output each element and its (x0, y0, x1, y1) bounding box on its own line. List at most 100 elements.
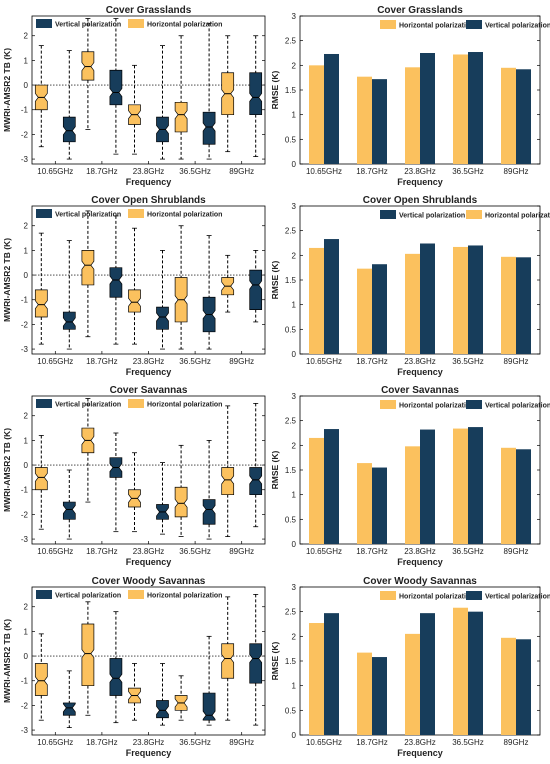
box-body (249, 467, 263, 496)
box-vertical (109, 215, 123, 345)
legend-label: Vertical polarization (485, 23, 550, 30)
y-tick-label: 1 (24, 246, 29, 255)
x-tick-label: 18.7GHz (86, 547, 118, 556)
y-tick-label: -2 (21, 701, 29, 710)
y-tick-label: 0.5 (285, 706, 297, 715)
box-vertical (62, 469, 76, 540)
bar-vertical (372, 264, 387, 354)
box-horizontal (174, 35, 188, 160)
legend-swatch (380, 591, 396, 600)
y-tick-label: 2 (292, 441, 297, 450)
legend-label: Vertical polarization (55, 212, 121, 219)
bar-horizontal (501, 67, 516, 164)
x-tick-label: 89GHz (229, 738, 254, 747)
y-tick-label: 0 (292, 540, 297, 549)
y-tick-label: 1 (292, 301, 297, 310)
box-body (62, 702, 76, 716)
legend-label: Vertical polarization (55, 593, 121, 600)
box-horizontal (34, 232, 48, 345)
legend: Vertical polarization Horizontal polariza… (380, 210, 550, 220)
legend-label: Vertical polarization (485, 403, 550, 410)
x-tick-label: 10.65GHz (306, 167, 342, 176)
chart-7: Cover Woody Savannas -3 -2 -1 0 1 2 MWRI-AMSR2 … (2, 576, 266, 758)
box-body (109, 69, 123, 106)
legend-swatch (466, 591, 482, 600)
bar-horizontal (453, 246, 468, 354)
box-vertical (62, 670, 76, 728)
x-tick-label: 89GHz (504, 738, 529, 747)
x-tick-label: 18.7GHz (86, 167, 118, 176)
box-body (128, 289, 141, 313)
bar-vertical (516, 257, 531, 354)
legend: Horizontal polarization Vertical polariza… (380, 20, 550, 30)
box-vertical (109, 18, 123, 155)
box-body (62, 311, 76, 330)
bar-horizontal (501, 637, 516, 735)
x-tick-label: 10.65GHz (306, 547, 342, 556)
chart-title: Cover Grasslands (106, 5, 192, 16)
box-horizontal (81, 18, 95, 130)
legend: Horizontal polarization Vertical polariza… (380, 591, 550, 601)
legend-swatch (466, 20, 482, 29)
box-body (174, 486, 188, 518)
legend-label: Horizontal polarization (399, 403, 474, 410)
legend-label: Horizontal polarization (485, 213, 550, 220)
box-body (81, 51, 95, 81)
y-axis-label: RMSE (K) (270, 641, 280, 680)
legend-label: Vertical polarization (55, 402, 121, 409)
y-axis-label: MWRI-AMSR2 TB (K) (2, 238, 12, 322)
legend-label: Horizontal polarization (147, 402, 222, 409)
bar-horizontal (453, 607, 468, 735)
x-tick-label: 89GHz (229, 547, 254, 556)
legend-label: Horizontal polarization (147, 593, 222, 600)
chart-2: Cover Grasslands 0 0.5 1 1.5 2 2.5 3 RMSE (K) 10.… (270, 5, 550, 187)
legend-label: Horizontal polarization (147, 212, 222, 219)
box-body (81, 623, 95, 687)
box-body (174, 101, 188, 133)
legend-swatch (128, 399, 144, 408)
box-vertical (249, 402, 263, 528)
legend-swatch (128, 19, 144, 28)
box-body (109, 658, 123, 696)
legend-label: Horizontal polarization (147, 22, 222, 29)
chart-title: Cover Woody Savannas (92, 576, 206, 587)
bar-horizontal (405, 67, 420, 164)
bar-vertical (420, 429, 435, 544)
bar-horizontal (405, 446, 420, 544)
x-axis-label: Frequency (397, 748, 443, 758)
y-tick-label: 1.5 (285, 657, 297, 666)
x-tick-label: 18.7GHz (356, 357, 388, 366)
y-tick-label: 2 (292, 632, 297, 641)
chart-title: Cover Savannas (110, 385, 188, 396)
chart-title: Cover Open Shrublands (91, 195, 206, 206)
box-body (62, 501, 76, 520)
legend-label: Horizontal polarization (399, 23, 474, 30)
box-horizontal (81, 398, 95, 503)
bar-horizontal (453, 54, 468, 165)
y-tick-label: -1 (21, 296, 29, 305)
legend-swatch (128, 209, 144, 218)
x-tick-label: 10.65GHz (37, 547, 73, 556)
box-body (34, 467, 48, 491)
legend-swatch (36, 590, 52, 599)
y-tick-label: 2 (292, 251, 297, 260)
x-tick-label: 89GHz (504, 547, 529, 556)
x-tick-label: 23.8GHz (133, 167, 165, 176)
legend-label: Vertical polarization (55, 22, 121, 29)
box-horizontal (221, 405, 235, 537)
box-body (249, 269, 263, 310)
y-tick-label: -1 (21, 106, 29, 115)
bar-horizontal (357, 268, 372, 354)
box-vertical (156, 45, 169, 160)
x-tick-label: 89GHz (504, 167, 529, 176)
y-tick-label: 2 (292, 61, 297, 70)
y-axis-label: MWRI-AMSR2 TB (K) (2, 48, 12, 132)
x-tick-label: 23.8GHz (404, 357, 436, 366)
bar-vertical (324, 613, 339, 735)
box-vertical (202, 635, 216, 726)
x-tick-label: 89GHz (504, 357, 529, 366)
box-vertical (249, 594, 263, 726)
box-body (221, 643, 235, 679)
bar-horizontal (309, 623, 324, 735)
